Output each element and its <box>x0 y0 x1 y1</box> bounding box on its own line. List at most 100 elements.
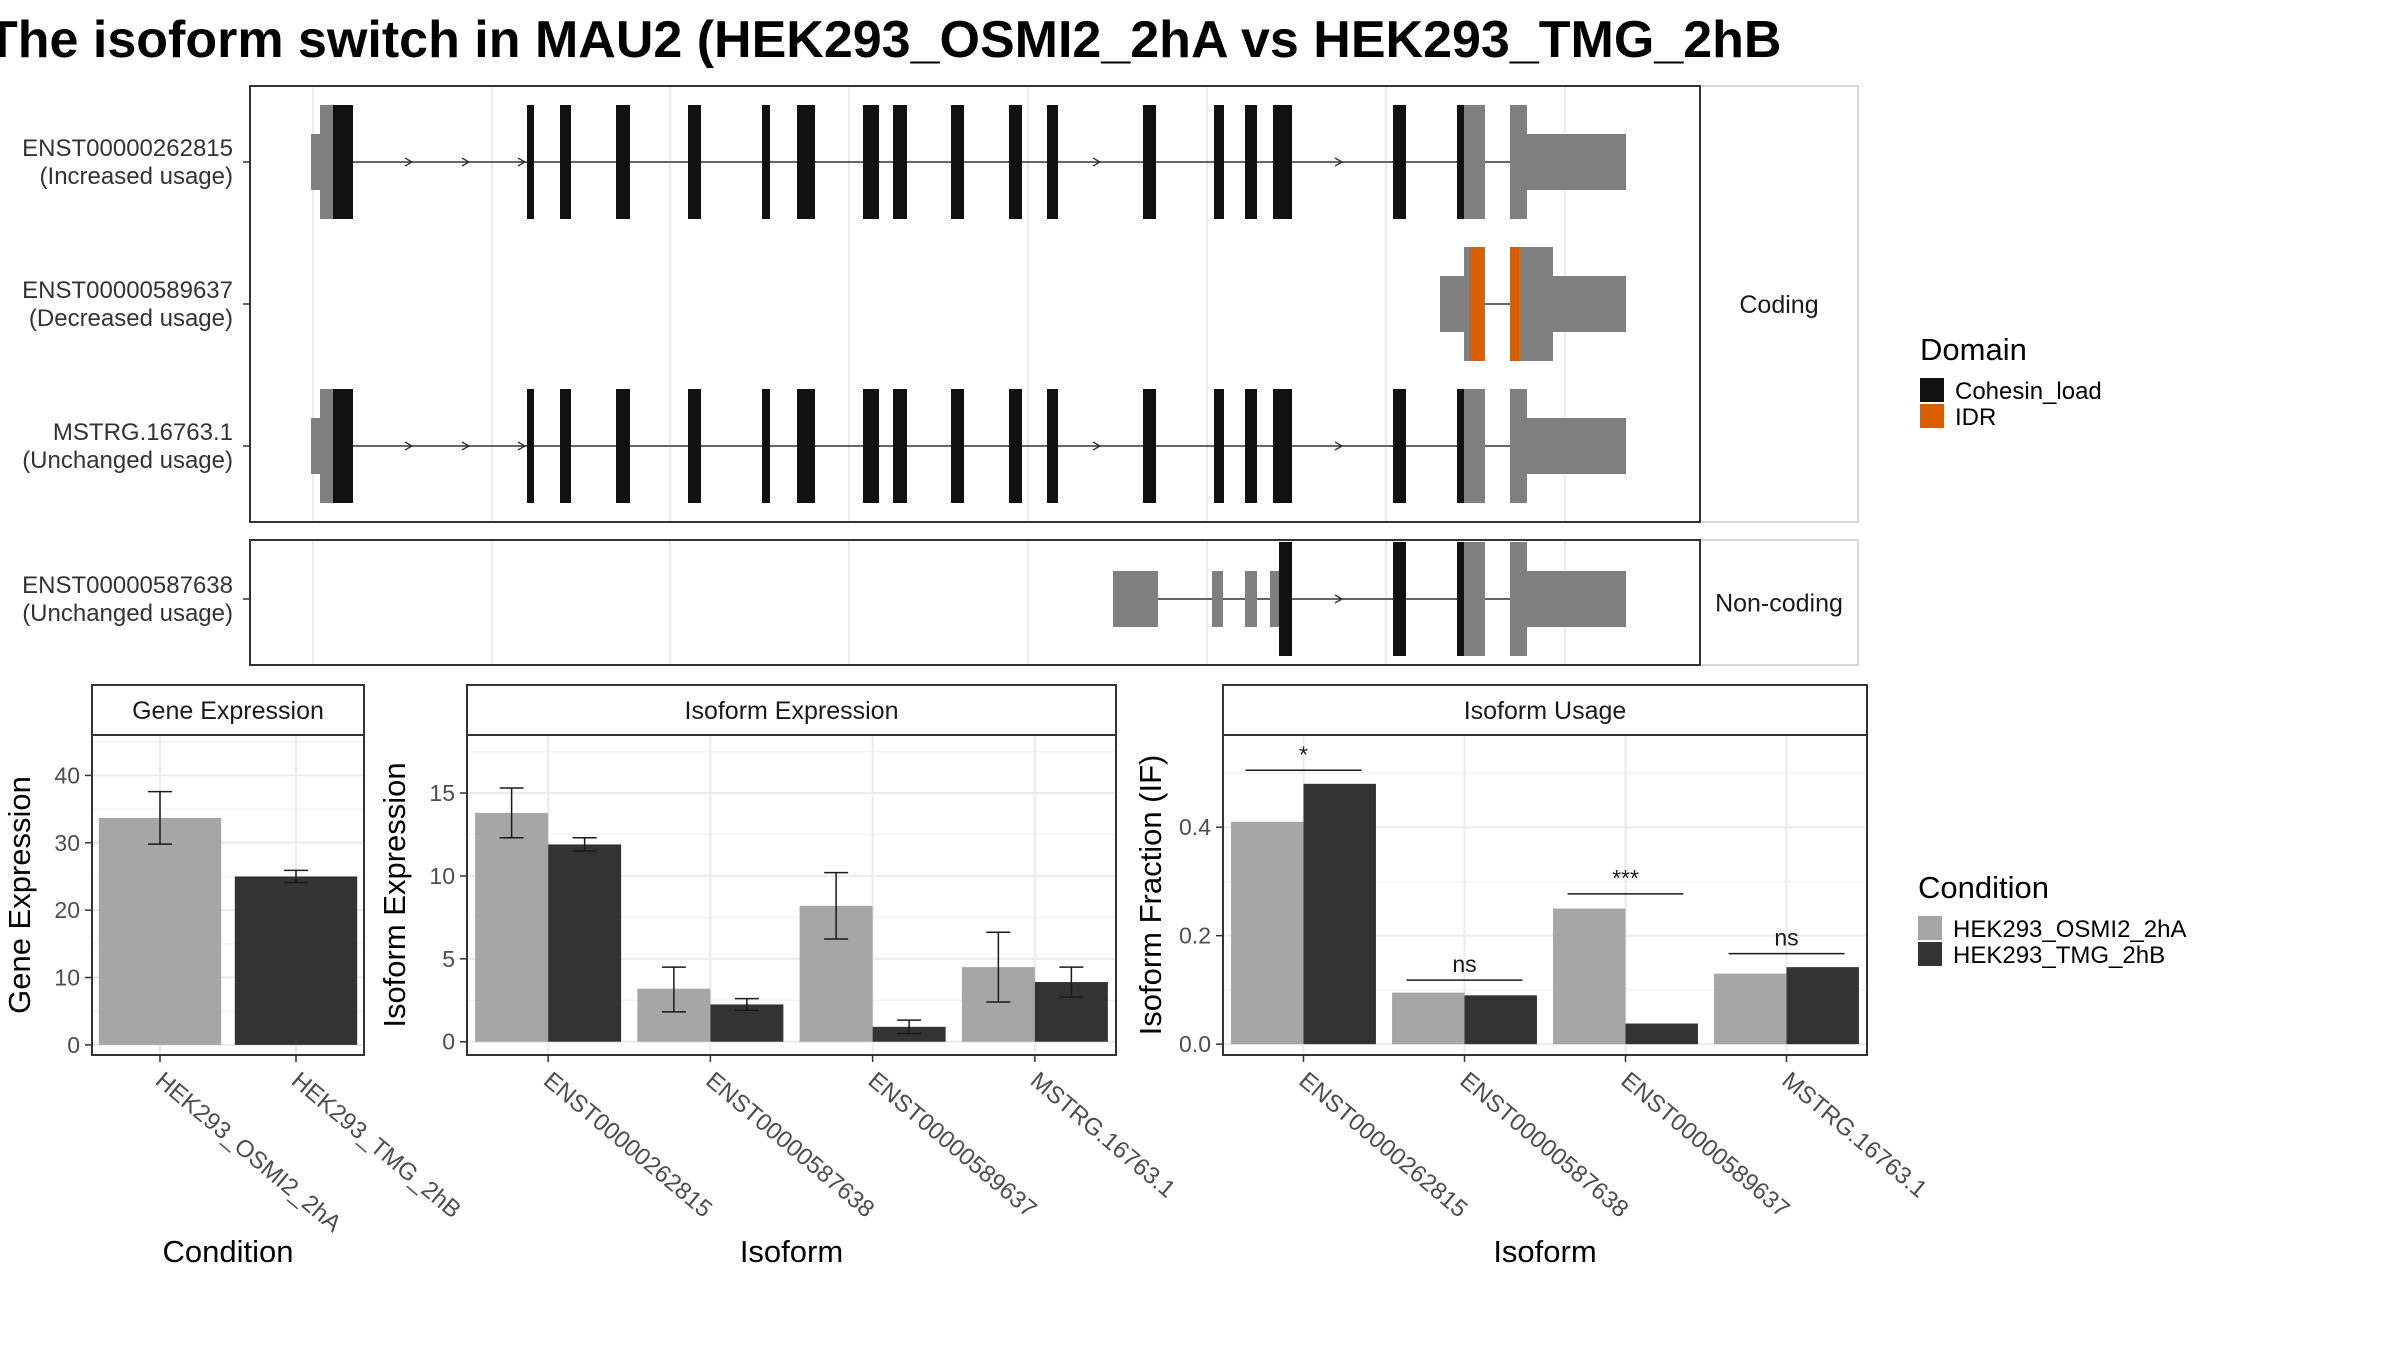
cohesin-domain-exon <box>893 105 907 219</box>
bar <box>1464 995 1537 1045</box>
cohesin-domain-exon <box>616 389 630 503</box>
x-tick-label: ENST00000587638 <box>701 1067 880 1223</box>
x-tick-label: ENST00000589637 <box>863 1067 1042 1223</box>
transcript-id-label: ENST00000589637 <box>22 277 233 304</box>
x-tick-label: ENST00000262815 <box>1294 1067 1473 1223</box>
cohesin-domain-exon <box>333 105 353 219</box>
transcript-track-1 <box>1440 247 1626 361</box>
coding-exon <box>1464 105 1485 219</box>
cohesin-domain-exon <box>1047 389 1058 503</box>
x-tick-label: MSTRG.16763.1 <box>1777 1067 1932 1203</box>
cohesin-domain-exon <box>333 389 353 503</box>
y-tick-label: 20 <box>54 897 80 923</box>
cohesin-domain-exon <box>1245 105 1257 219</box>
transcript-id-label: ENST00000262815 <box>22 135 233 162</box>
cohesin-domain-exon <box>893 389 907 503</box>
panel-border <box>91 734 365 1056</box>
coding-exon <box>1464 389 1485 503</box>
cohesin-domain-exon <box>688 105 701 219</box>
bar <box>872 1026 946 1042</box>
cohesin-domain-exon <box>1393 105 1406 219</box>
cohesin-domain-exon <box>863 389 879 503</box>
significance-label: ns <box>1774 925 1798 951</box>
idr-domain-exon <box>1469 247 1483 361</box>
utr-exon <box>1527 418 1626 474</box>
x-tick-label: ENST00000589637 <box>1616 1067 1795 1223</box>
y-tick-label: 40 <box>54 762 80 788</box>
cohesin-domain-exon <box>797 105 815 219</box>
cohesin-domain-exon <box>560 389 571 503</box>
cohesin-domain-exon <box>1009 105 1022 219</box>
strand-arrow <box>517 157 527 167</box>
cohesin-domain-exon <box>1279 542 1292 656</box>
transcript-id-label: MSTRG.16763.1 <box>53 419 233 446</box>
bar <box>1303 783 1376 1045</box>
utr-exon <box>1440 276 1468 332</box>
cohesin-domain-exon <box>1143 389 1156 503</box>
cohesin-domain-exon <box>527 105 534 219</box>
cohesin-domain-exon <box>951 105 964 219</box>
condition-legend-label-b: HEK293_TMG_2hB <box>1953 942 2165 969</box>
strip-coding-label: Coding <box>1739 291 1818 319</box>
cohesin-domain-exon <box>1047 105 1058 219</box>
coding-exon <box>1510 105 1527 219</box>
panel-border <box>466 734 1117 1056</box>
transcript-track-0 <box>311 105 1626 219</box>
bar <box>475 812 549 1042</box>
x-axis-title: Isoform <box>1493 1234 1596 1269</box>
bar <box>548 844 622 1042</box>
bar <box>1714 973 1787 1045</box>
transcript-usage-label: (Increased usage) <box>40 163 233 190</box>
expression-bar-panels: Gene Expression010203040HEK293_OSMI2_2hA… <box>2 684 1932 1269</box>
strand-arrow <box>461 157 471 167</box>
bar <box>1625 1023 1698 1045</box>
bar <box>1392 992 1465 1045</box>
cohesin-domain-exon <box>1457 105 1464 219</box>
cohesin-domain-exon <box>1009 389 1022 503</box>
utr-exon <box>1553 276 1626 332</box>
cohesin-domain-exon <box>863 105 879 219</box>
bar-panel-2: Isoform Usage 0.0 0.2 0.4 * ns *** ns ENST000002… <box>1133 684 1932 1269</box>
noncoding-panel-border <box>249 539 1701 666</box>
panel-border <box>1222 734 1868 1056</box>
y-tick-label: 0.4 <box>1179 814 1211 840</box>
cohesin-domain-exon <box>1273 105 1292 219</box>
significance-label: * <box>1299 741 1308 767</box>
domain-legend-label-idr: IDR <box>1955 404 1996 431</box>
x-tick-label: MSTRG.16763.1 <box>1025 1067 1180 1203</box>
y-tick-label: 5 <box>442 946 455 972</box>
cohesin-domain-exon <box>1457 389 1464 503</box>
significance-label: *** <box>1612 865 1639 891</box>
strand-arrow <box>1334 594 1344 604</box>
utr-exon <box>320 389 334 503</box>
bar <box>1231 821 1304 1045</box>
condition-legend: Condition HEK293_OSMI2_2hA HEK293_TMG_2h… <box>1918 870 2186 969</box>
cohesin-domain-exon <box>797 389 815 503</box>
transcript-track-3 <box>1113 542 1626 656</box>
y-tick-label: 10 <box>429 863 455 889</box>
panel-strip-label: Gene Expression <box>132 697 324 725</box>
transcript-usage-label: (Unchanged usage) <box>22 447 233 474</box>
strip-noncoding-label: Non-coding <box>1715 590 1843 618</box>
y-tick-label: 0 <box>67 1032 80 1058</box>
y-tick-label: 0 <box>442 1029 455 1055</box>
x-axis-title: Condition <box>163 1234 294 1269</box>
y-tick-label: 0.2 <box>1179 923 1211 949</box>
domain-legend-key-idr <box>1920 404 1944 428</box>
strip-coding-box <box>1699 85 1859 523</box>
y-axis-title: Isoform Expression <box>377 762 412 1027</box>
strand-arrow <box>461 441 471 451</box>
significance-label: ns <box>1452 951 1476 977</box>
transcript-track-2 <box>311 389 1626 503</box>
cohesin-domain-exon <box>762 389 770 503</box>
cohesin-domain-exon <box>762 105 770 219</box>
idr-domain-exon <box>1510 247 1519 361</box>
noncoding-exon <box>1464 542 1485 656</box>
utr-exon <box>320 105 334 219</box>
y-tick-label: 30 <box>54 830 80 856</box>
strand-arrow <box>404 157 414 167</box>
utr-exon <box>1527 134 1626 190</box>
cohesin-domain-exon <box>1457 542 1464 656</box>
transcript-id-label: ENST00000587638 <box>22 572 233 599</box>
